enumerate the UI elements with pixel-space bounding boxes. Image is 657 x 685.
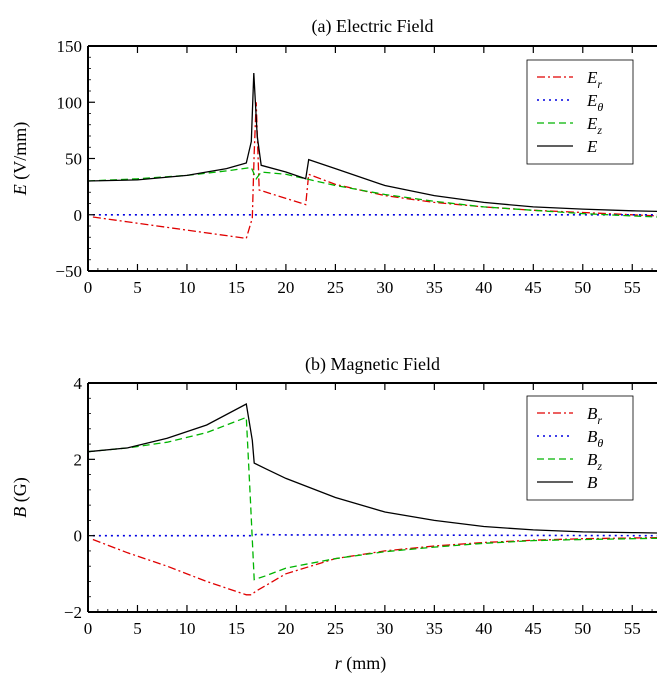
y-tick-label: 4 (74, 374, 83, 393)
x-tick-label: 45 (525, 619, 542, 638)
y-axis-title: E (V/mm) (10, 122, 31, 197)
legend-label: Bz (587, 450, 602, 473)
series-line-e-r (92, 102, 657, 240)
x-tick-label: 20 (277, 619, 294, 638)
legend-label: E (586, 137, 598, 156)
series-line-e-total (88, 72, 657, 213)
x-tick-label: 35 (426, 619, 443, 638)
x-tick-label: 50 (574, 619, 591, 638)
legend-label: Br (587, 404, 602, 427)
x-tick-label: 55 (624, 619, 641, 638)
x-tick-label: 15 (228, 619, 245, 638)
legend-box (526, 59, 634, 165)
chart-panel-a: (a) Electric Field 0 5 10 15 20 25 30 35 40 45 50 55… (10, 16, 657, 297)
legend-label: Eθ (586, 91, 603, 114)
x-tick-label: 55 (624, 278, 641, 297)
x-tick-label: 40 (475, 619, 492, 638)
series-line-b-total (88, 403, 657, 534)
x-tick-label: 15 (228, 278, 245, 297)
x-tick-label: 10 (178, 278, 195, 297)
y-tick-label: −50 (55, 262, 82, 281)
y-axis-title: B (G) (10, 477, 31, 518)
legend-label: B (587, 473, 598, 492)
series-line-e-z (88, 166, 657, 218)
panel-title: (b) Magnetic Field (305, 354, 440, 375)
series-line-b-z (88, 416, 657, 581)
y-tick-label: 50 (65, 150, 82, 169)
x-axis-title: r (mm) (335, 653, 387, 674)
y-tick-label: 150 (57, 37, 83, 56)
legend-label: Ez (586, 114, 602, 137)
legend-label: Er (586, 68, 602, 91)
x-tick-label: 20 (277, 278, 294, 297)
x-tick-label: 45 (525, 278, 542, 297)
x-tick-label: 10 (178, 619, 195, 638)
x-tick-label: 5 (133, 278, 142, 297)
legend-box (526, 395, 634, 501)
x-tick-label: 30 (376, 619, 393, 638)
y-tick-label: −2 (64, 603, 82, 622)
x-tick-label: 30 (376, 278, 393, 297)
x-tick-label: 35 (426, 278, 443, 297)
x-tick-label: 50 (574, 278, 591, 297)
series-line-b-r (92, 536, 657, 596)
x-tick-label: 40 (475, 278, 492, 297)
legend-label: Bθ (587, 427, 603, 450)
x-tick-label: 25 (327, 278, 344, 297)
x-tick-label: 25 (327, 619, 344, 638)
y-tick-label: 100 (57, 93, 83, 112)
x-tick-label: 0 (84, 278, 93, 297)
y-tick-label: 0 (74, 527, 83, 546)
x-tick-label: 0 (84, 619, 93, 638)
panel-title: (a) Electric Field (312, 16, 434, 37)
series-line-b-theta (92, 533, 657, 537)
y-tick-label: 2 (74, 450, 83, 469)
y-tick-label: 0 (74, 206, 83, 225)
x-tick-label: 5 (133, 619, 142, 638)
